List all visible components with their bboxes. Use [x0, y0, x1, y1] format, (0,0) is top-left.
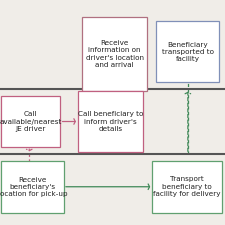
Text: Call beneficiary to
inform driver's
details: Call beneficiary to inform driver's deta… — [78, 111, 143, 132]
FancyBboxPatch shape — [78, 91, 143, 152]
Text: Transport
beneficiary to
facility for delivery: Transport beneficiary to facility for de… — [153, 176, 220, 197]
FancyBboxPatch shape — [156, 21, 219, 82]
FancyBboxPatch shape — [152, 161, 222, 213]
FancyBboxPatch shape — [1, 96, 60, 147]
FancyBboxPatch shape — [1, 161, 64, 213]
FancyBboxPatch shape — [82, 17, 147, 91]
Text: Receive
information on
driver's location
and arrival: Receive information on driver's location… — [86, 40, 144, 68]
Text: Call
available/nearest
JE driver: Call available/nearest JE driver — [0, 111, 62, 132]
Text: Beneficiary
transported to
facility: Beneficiary transported to facility — [162, 41, 214, 62]
Text: Receive
beneficiary's
location for pick-up: Receive beneficiary's location for pick-… — [0, 176, 68, 197]
